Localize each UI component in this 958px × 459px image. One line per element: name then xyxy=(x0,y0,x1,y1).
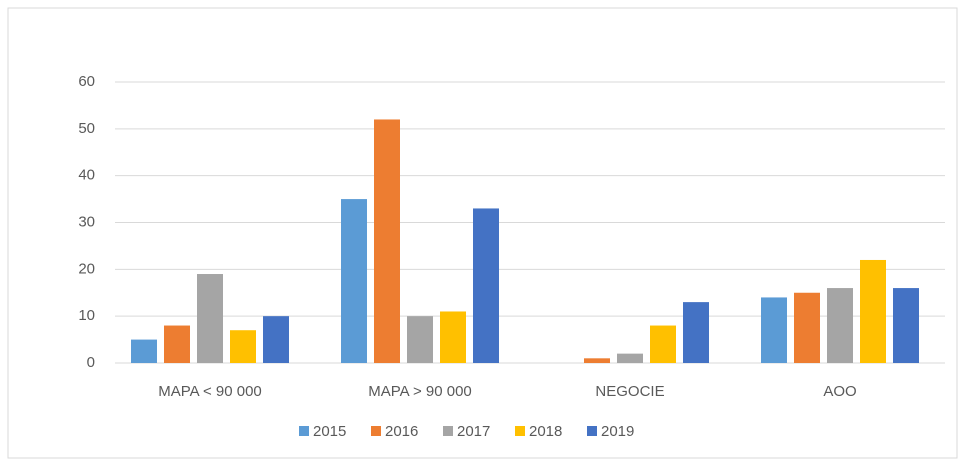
bar xyxy=(683,302,709,363)
bar xyxy=(584,358,610,363)
x-tick-label: MAPA < 90 000 xyxy=(158,383,262,400)
y-tick-label: 60 xyxy=(78,73,95,90)
x-tick-label: MAPA > 90 000 xyxy=(368,383,472,400)
legend-label: 2016 xyxy=(385,423,418,440)
legend-swatch xyxy=(515,426,525,436)
legend-swatch xyxy=(299,426,309,436)
y-tick-label: 0 xyxy=(87,354,95,371)
bar xyxy=(263,316,289,363)
y-tick-label: 40 xyxy=(78,167,95,184)
bar xyxy=(197,274,223,363)
y-tick-label: 10 xyxy=(78,307,95,324)
x-tick-label: NEGOCIE xyxy=(595,383,664,400)
y-tick-label: 50 xyxy=(78,120,95,137)
legend-label: 2018 xyxy=(529,423,562,440)
legend-swatch xyxy=(443,426,453,436)
bar xyxy=(440,311,466,363)
legend-swatch xyxy=(371,426,381,436)
bar xyxy=(374,119,400,363)
bar xyxy=(473,208,499,363)
legend-label: 2015 xyxy=(313,423,346,440)
bar xyxy=(407,316,433,363)
bar xyxy=(827,288,853,363)
y-tick-label: 30 xyxy=(78,213,95,230)
bar xyxy=(761,297,787,363)
bar xyxy=(131,339,157,363)
bar xyxy=(794,292,820,363)
bar xyxy=(164,325,190,363)
y-tick-label: 20 xyxy=(78,260,95,277)
bar xyxy=(860,259,886,363)
legend-label: 2019 xyxy=(601,423,634,440)
legend-swatch xyxy=(587,426,597,436)
x-tick-label: AOO xyxy=(823,383,856,400)
bar xyxy=(893,288,919,363)
bar xyxy=(341,199,367,363)
legend-label: 2017 xyxy=(457,423,490,440)
bar xyxy=(617,353,643,363)
bar xyxy=(230,330,256,363)
bar xyxy=(650,325,676,363)
